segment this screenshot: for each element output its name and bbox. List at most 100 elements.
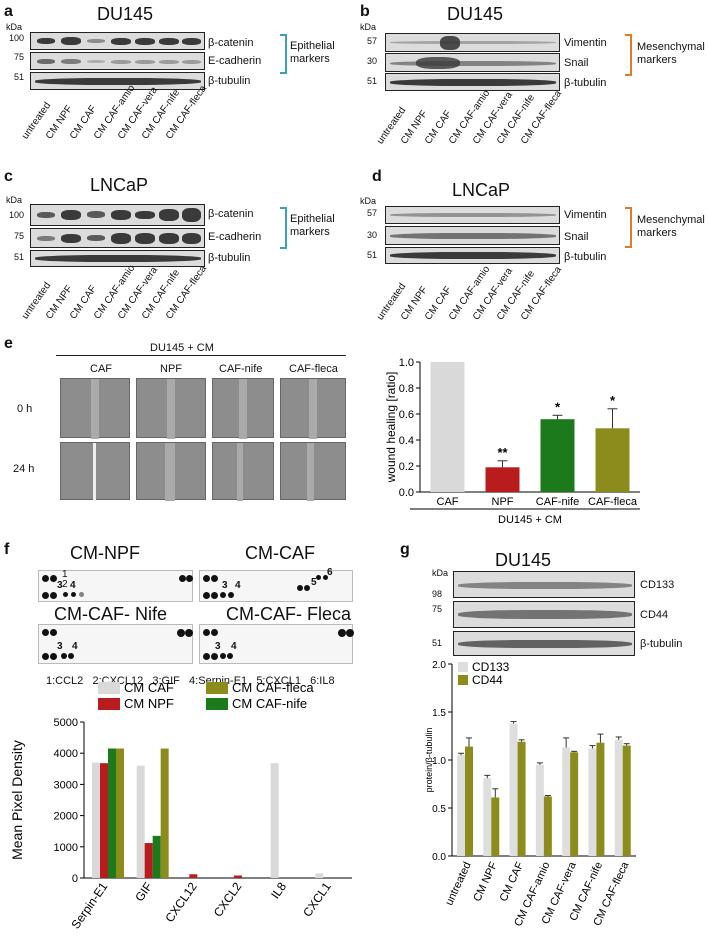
bar: [116, 748, 124, 878]
panel-title: LNCaP: [90, 175, 149, 195]
legend-label: CM CAF: [124, 680, 174, 695]
blot-beta-tubulin: [30, 250, 205, 267]
bar: [234, 875, 242, 878]
micrograph-image: [136, 442, 206, 501]
legend-swatch: [458, 675, 468, 685]
bar: [152, 835, 161, 878]
mw-label: 57: [366, 36, 377, 46]
micrograph-image: [60, 442, 130, 501]
marker-bracket: [625, 207, 632, 248]
bar: [483, 778, 492, 856]
blot-cd133: [453, 571, 635, 598]
kda-label: kDa: [360, 22, 377, 32]
bar: [509, 723, 518, 856]
marker-label: CD133: [640, 579, 675, 591]
bar: [315, 873, 324, 878]
blot-vimentin: [385, 206, 560, 224]
x-axis-label: DU145 + CM: [498, 514, 562, 526]
x-tick-label: CAF: [437, 496, 459, 508]
marker-label: Snail: [564, 57, 589, 69]
bar: [570, 752, 579, 856]
legend-swatch: [206, 682, 228, 694]
mw-label: 75: [13, 231, 24, 241]
bar: [614, 739, 623, 856]
time-label: 24 h: [13, 463, 35, 475]
significance-mark: *: [555, 399, 561, 414]
panel-header: DU145 + CM: [150, 342, 214, 354]
marker-group-label: Mesenchymal markers: [637, 214, 705, 239]
bar: [540, 419, 575, 492]
panel-label: g: [400, 541, 410, 558]
marker-label: β-catenin: [208, 208, 254, 220]
mw-label: 75: [431, 604, 442, 614]
panel-label: c: [4, 168, 13, 185]
significance-mark: **: [497, 445, 508, 460]
micrograph-image: [136, 378, 206, 439]
marker-bracket: [280, 34, 287, 74]
bar: [595, 428, 630, 492]
panel-title: LNCaP: [452, 180, 511, 200]
mw-label: 30: [366, 56, 377, 66]
y-tick-label: 0.2: [399, 461, 414, 473]
bar: [270, 763, 279, 878]
y-axis-label: protein/β-tubulin: [424, 728, 434, 793]
bar: [535, 764, 544, 856]
x-tick-label: CAF-fleca: [588, 496, 638, 508]
mw-label: 100: [8, 33, 24, 43]
blot-snail: [385, 53, 560, 72]
array-title: CM-CAF- Nife: [54, 604, 167, 624]
mw-label: 100: [8, 210, 24, 220]
marker-label: β-tubulin: [640, 638, 683, 650]
blot-beta-tubulin: [30, 72, 205, 90]
array-blot: [199, 570, 353, 602]
panel-label: d: [372, 168, 382, 185]
panel-title: DU145: [447, 4, 504, 24]
bar: [457, 755, 465, 856]
bar: [465, 746, 473, 856]
micrograph-image: [280, 442, 346, 501]
time-label: 0 h: [17, 403, 33, 415]
bar: [189, 874, 198, 878]
marker-group-label: Epithelial markers: [290, 40, 335, 65]
marker-label: E-cadherin: [208, 231, 262, 243]
panel-title: DU145: [97, 4, 154, 24]
bar: [596, 742, 605, 856]
marker-bracket: [625, 34, 632, 76]
array-blot: [199, 624, 354, 664]
marker-label: β-tubulin: [564, 77, 607, 89]
mw-label: 30: [366, 230, 377, 240]
y-tick-label: 0.6: [399, 409, 414, 421]
legend-label: CM NPF: [124, 696, 174, 711]
legend-label: CM CAF-nife: [232, 696, 307, 711]
blot-vimentin: [385, 33, 560, 52]
marker-label: β-tubulin: [208, 252, 251, 264]
marker-label: β-tubulin: [208, 75, 251, 87]
condition-label: NPF: [160, 363, 182, 375]
legend-label: CM CAF-fleca: [232, 680, 314, 695]
y-tick-label: 0.0: [432, 852, 446, 863]
legend-swatch: [98, 682, 120, 694]
bar: [562, 747, 571, 856]
condition-label: CAF: [90, 363, 112, 375]
marker-label: CD44: [640, 609, 669, 621]
mw-label: 51: [431, 638, 442, 648]
y-tick-label: 1.0: [432, 756, 446, 767]
y-tick-label: 5000: [54, 717, 78, 729]
y-axis-label: Mean Pixel Density: [9, 740, 25, 860]
y-tick-label: 4000: [54, 748, 78, 760]
blot-e-cadherin: [30, 228, 205, 248]
bar: [144, 843, 153, 878]
blot-e-cadherin: [30, 52, 205, 70]
mw-label: 57: [366, 208, 377, 218]
legend-swatch: [206, 698, 228, 710]
mw-label: 51: [366, 76, 377, 86]
blot-beta-catenin: [30, 204, 205, 226]
bar: [491, 797, 500, 856]
legend-label: CD44: [472, 673, 503, 687]
bar: [160, 748, 169, 878]
micrograph-image: [212, 378, 274, 439]
bar: [108, 748, 116, 878]
